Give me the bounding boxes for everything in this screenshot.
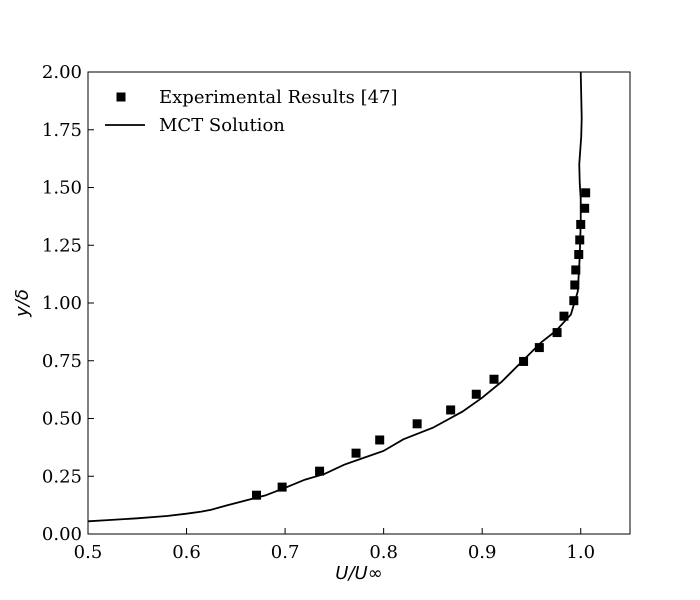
experimental-point	[534, 343, 544, 353]
x-tick-label: 0.7	[271, 542, 300, 563]
y-tick-label: 1.50	[42, 178, 82, 199]
experimental-point	[570, 280, 580, 290]
experimental-point	[252, 490, 262, 500]
experimental-point	[576, 219, 586, 229]
plot-area	[88, 72, 591, 523]
experimental-point	[580, 203, 590, 213]
y-tick-label: 1.00	[42, 293, 82, 314]
y-tick-label: 0.25	[42, 466, 82, 487]
experimental-point	[412, 419, 422, 429]
x-tick-label: 1.0	[566, 542, 595, 563]
experimental-point	[574, 249, 584, 259]
x-tick-label: 0.6	[172, 542, 201, 563]
y-tick-label: 1.75	[42, 120, 82, 141]
experimental-point	[559, 311, 569, 321]
y-tick-label: 2.00	[42, 62, 82, 83]
legend-marker-experimental	[116, 92, 126, 102]
experimental-point	[575, 235, 585, 245]
experimental-point	[489, 374, 499, 384]
experimental-point	[375, 435, 385, 445]
legend-label-mct: MCT Solution	[159, 115, 285, 136]
y-tick-label: 0.00	[42, 524, 82, 545]
experimental-point	[315, 466, 325, 476]
experimental-point	[571, 265, 581, 275]
experimental-point	[519, 356, 529, 366]
legend-label-experimental: Experimental Results [47]	[159, 87, 398, 108]
x-axis-label: U/U∞	[335, 563, 382, 584]
experimental-point	[471, 389, 481, 399]
y-tick-label: 0.50	[42, 409, 82, 430]
experimental-point	[569, 296, 579, 306]
y-tick-label: 1.25	[42, 235, 82, 256]
experimental-point	[351, 448, 361, 458]
axes: 0.5 0.6 0.7 0.8 0.9 1.0 0.00 0.25 0.50 0.75 1.00 1.…	[12, 62, 631, 584]
x-tick-label: 0.5	[74, 542, 103, 563]
x-tick-label: 0.8	[369, 542, 398, 563]
y-tick-label: 0.75	[42, 351, 82, 372]
x-tick-label: 0.9	[468, 542, 497, 563]
experimental-point	[552, 328, 562, 338]
experimental-point	[446, 405, 456, 415]
experimental-point	[581, 188, 591, 198]
y-axis-label: y/δ	[12, 289, 33, 318]
mct-solution-line	[88, 72, 583, 523]
plot-frame	[87, 71, 631, 535]
legend: Experimental Results [47] MCT Solution	[105, 87, 398, 136]
experimental-point	[277, 482, 287, 492]
